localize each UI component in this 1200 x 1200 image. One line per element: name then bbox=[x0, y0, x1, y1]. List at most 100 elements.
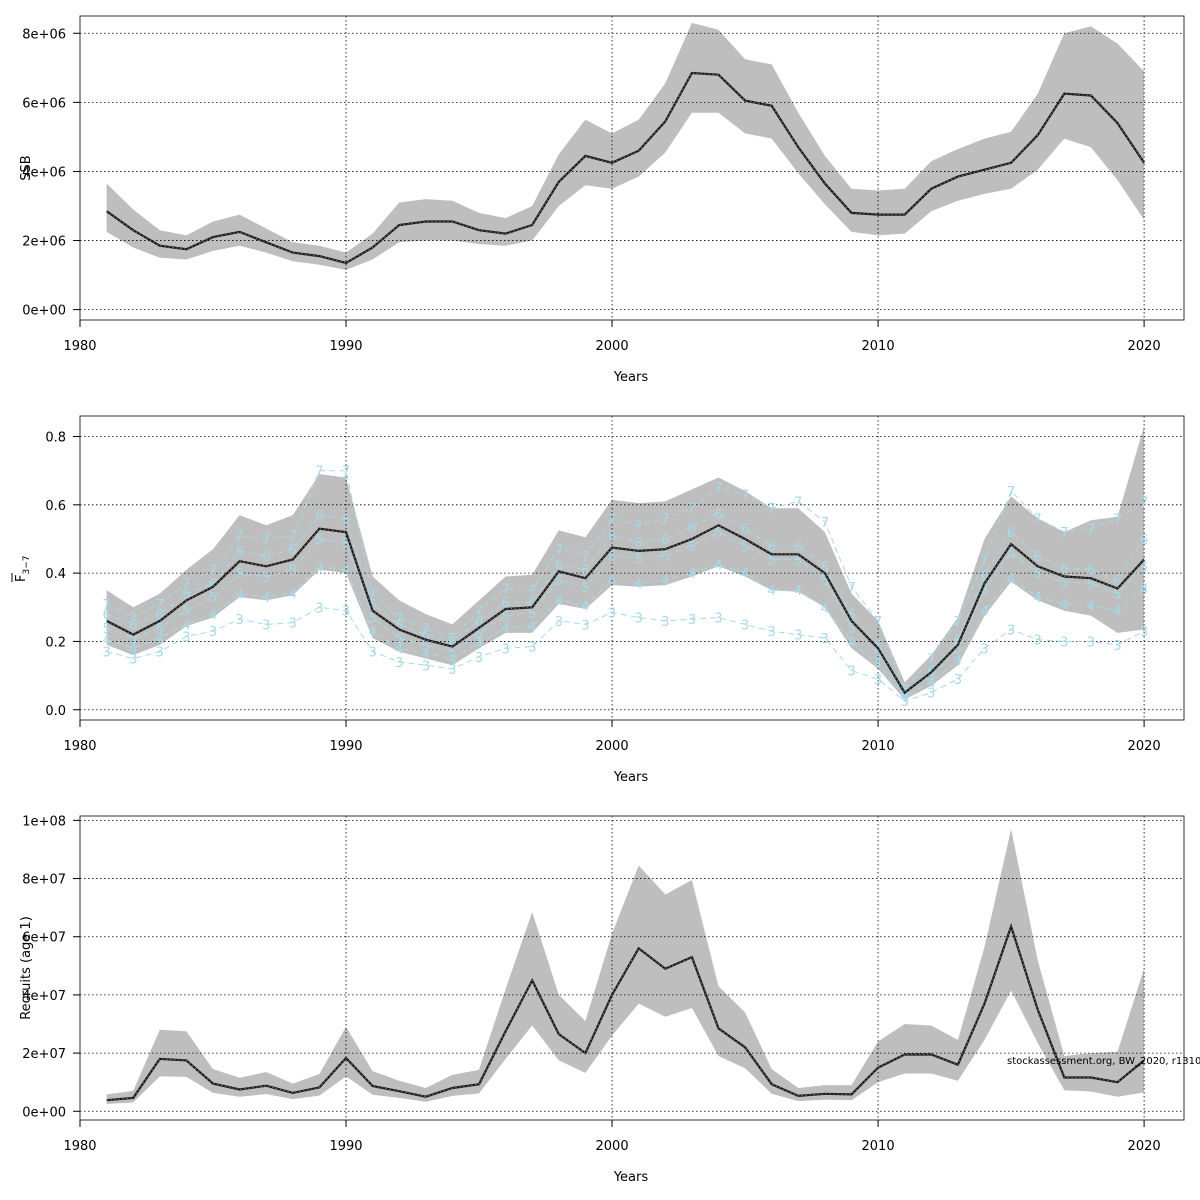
age-7-label: 7 bbox=[235, 530, 243, 545]
age-6-label: 6 bbox=[608, 530, 616, 545]
age-6-label: 6 bbox=[768, 540, 776, 555]
age-5-label: 5 bbox=[395, 632, 403, 647]
age-4-label: 4 bbox=[475, 637, 483, 652]
confidence-band bbox=[106, 426, 1145, 700]
age-4-label: 4 bbox=[794, 584, 802, 599]
age-5-label: 5 bbox=[927, 670, 935, 685]
age-7-label: 7 bbox=[714, 482, 722, 497]
age-6-label: 6 bbox=[901, 687, 909, 702]
age-4-label: 4 bbox=[342, 564, 350, 579]
age-6-label: 6 bbox=[1007, 526, 1015, 541]
age-7-label: 7 bbox=[342, 465, 350, 480]
age-4-label: 4 bbox=[1087, 600, 1095, 615]
age-4-label: 4 bbox=[368, 625, 376, 640]
age-5-label: 5 bbox=[156, 622, 164, 637]
age-4-label: 4 bbox=[129, 642, 137, 657]
y-axis-label: F3−7 bbox=[14, 556, 32, 582]
age-6-label: 6 bbox=[102, 608, 110, 623]
age-5-label: 5 bbox=[315, 533, 323, 548]
age-5-label: 5 bbox=[688, 540, 696, 555]
x-axis-label: Years bbox=[613, 370, 649, 385]
age-6-label: 6 bbox=[1060, 562, 1068, 577]
age-3-label: 3 bbox=[661, 615, 669, 630]
age-3-label: 3 bbox=[1113, 639, 1121, 654]
age-5-label: 5 bbox=[980, 584, 988, 599]
age-7-label: 7 bbox=[741, 489, 749, 504]
age-5-line bbox=[106, 531, 1145, 696]
x-tick-label: 1980 bbox=[63, 1139, 96, 1154]
age-3-label: 3 bbox=[927, 687, 935, 702]
y-axis-label-subscript: 3−7 bbox=[22, 556, 32, 575]
age-4-label: 4 bbox=[1007, 572, 1015, 587]
age-7-label: 7 bbox=[1034, 512, 1042, 527]
age-7-label: 7 bbox=[209, 564, 217, 579]
age-5-label: 5 bbox=[342, 536, 350, 551]
age-7-label: 7 bbox=[368, 588, 376, 603]
age-6-label: 6 bbox=[368, 598, 376, 613]
age-5-label: 5 bbox=[1007, 547, 1015, 562]
age-3-label: 3 bbox=[768, 625, 776, 640]
age-5-label: 5 bbox=[901, 688, 909, 703]
age-3-line bbox=[106, 606, 1145, 702]
confidence-band bbox=[106, 829, 1145, 1104]
x-tick-label: 2020 bbox=[1128, 1139, 1161, 1154]
age-4-label: 4 bbox=[661, 574, 669, 589]
age-5-label: 5 bbox=[1113, 588, 1121, 603]
y-tick-label: 0.6 bbox=[45, 499, 66, 514]
age-5-label: 5 bbox=[581, 581, 589, 596]
age-4-label: 4 bbox=[980, 605, 988, 620]
age-3-label: 3 bbox=[102, 646, 110, 661]
age-6-label: 6 bbox=[209, 577, 217, 592]
age-6-label: 6 bbox=[156, 608, 164, 623]
age-5-label: 5 bbox=[555, 574, 563, 589]
age-5-label: 5 bbox=[741, 540, 749, 555]
age-7-label: 7 bbox=[102, 598, 110, 613]
y-tick-label: 0e+00 bbox=[22, 1105, 66, 1120]
age-3-label: 3 bbox=[847, 664, 855, 679]
y-tick-label: 6e+07 bbox=[22, 931, 66, 946]
age-3-label: 3 bbox=[422, 659, 430, 674]
age-5-label: 5 bbox=[768, 553, 776, 568]
age-6-label: 6 bbox=[874, 639, 882, 654]
age-6-label: 6 bbox=[741, 523, 749, 538]
age-3-label: 3 bbox=[182, 630, 190, 645]
age-4-label: 4 bbox=[1034, 591, 1042, 606]
age-7-label: 7 bbox=[289, 530, 297, 545]
estimate-line-dotted bbox=[106, 524, 1145, 694]
age-7-label: 7 bbox=[1113, 512, 1121, 527]
age-5-label: 5 bbox=[289, 564, 297, 579]
age-5-label: 5 bbox=[209, 591, 217, 606]
y-tick-label: 8e+07 bbox=[22, 873, 66, 888]
age-5-label: 5 bbox=[235, 567, 243, 582]
age-6-label: 6 bbox=[661, 533, 669, 548]
age-5-label: 5 bbox=[608, 550, 616, 565]
age-7-label: 7 bbox=[608, 512, 616, 527]
age-4-label: 4 bbox=[555, 594, 563, 609]
x-tick-label: 2010 bbox=[862, 739, 895, 754]
footer-note: stockassessment.org, BW_2020, r1310000 bbox=[1007, 1056, 1200, 1067]
age-6-label: 6 bbox=[794, 540, 802, 555]
age-6-label: 6 bbox=[1034, 550, 1042, 565]
age-7-label: 7 bbox=[1007, 485, 1015, 500]
age-5-label: 5 bbox=[182, 605, 190, 620]
age-3-label: 3 bbox=[1007, 623, 1015, 638]
age-4-label: 4 bbox=[1060, 598, 1068, 613]
age-4-label: 4 bbox=[262, 591, 270, 606]
y-axis-label-main: F bbox=[14, 575, 29, 582]
age-3-label: 3 bbox=[794, 629, 802, 644]
age-5-label: 5 bbox=[635, 552, 643, 567]
age-7-label: 7 bbox=[768, 502, 776, 517]
age-3-label: 3 bbox=[475, 651, 483, 666]
age-5-label: 5 bbox=[1034, 567, 1042, 582]
age-6-label: 6 bbox=[1140, 533, 1148, 548]
age-6-label: 6 bbox=[395, 618, 403, 633]
age-5-label: 5 bbox=[475, 627, 483, 642]
age-6-label: 6 bbox=[1113, 574, 1121, 589]
recruits-panel: 1980 1990 2000 2010 2020 0e+00 2e+07 4e+07 6e+07… bbox=[19, 814, 1185, 1185]
age-6-label: 6 bbox=[235, 545, 243, 560]
y-tick-label: 2e+07 bbox=[22, 1047, 66, 1062]
age-7-label: 7 bbox=[581, 550, 589, 565]
age-4-label: 4 bbox=[209, 608, 217, 623]
age-4-label: 4 bbox=[422, 647, 430, 662]
age-6-label: 6 bbox=[821, 560, 829, 575]
